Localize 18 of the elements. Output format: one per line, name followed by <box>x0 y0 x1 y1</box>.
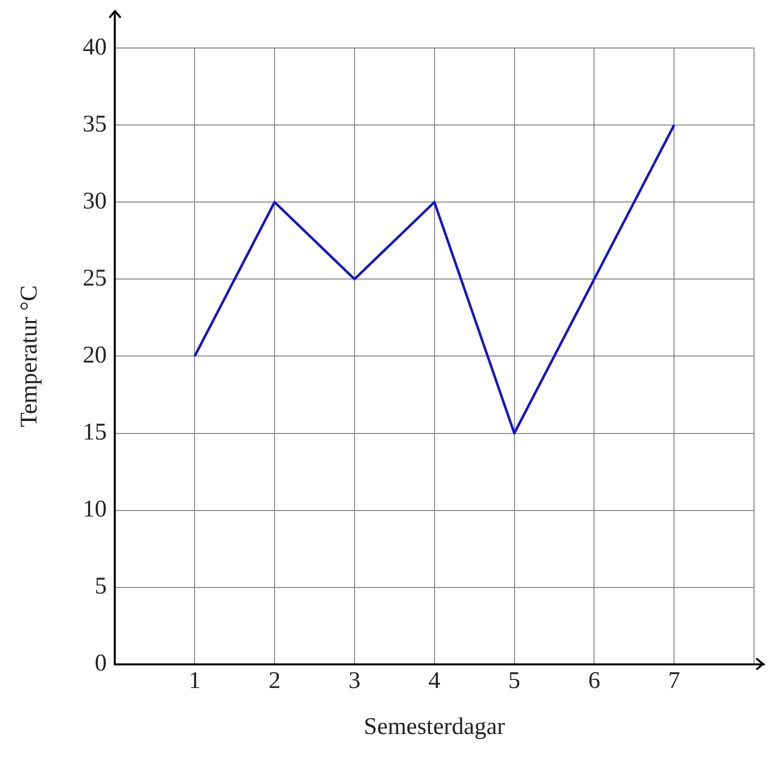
y-tick-label: 40 <box>82 34 107 60</box>
x-tick-label: 4 <box>428 668 440 694</box>
y-tick-label: 25 <box>82 265 107 292</box>
y-tick-label: 0 <box>94 650 107 677</box>
y-tick-label: 35 <box>82 111 107 138</box>
x-axis-title: Semesterdagar <box>364 714 506 740</box>
x-tick-label: 1 <box>188 668 201 694</box>
y-axis-title: Temperatur °C <box>16 285 43 428</box>
y-tick-label: 30 <box>82 188 107 214</box>
y-tick-label: 10 <box>82 496 107 523</box>
x-tick-label: 6 <box>588 668 600 694</box>
y-tick-label: 5 <box>94 574 107 600</box>
y-tick-label: 15 <box>82 420 107 446</box>
x-tick-label: 2 <box>268 668 281 694</box>
y-tick-label: 20 <box>82 342 107 368</box>
x-tick-label: 3 <box>348 668 360 694</box>
x-tick-label: 5 <box>508 668 520 694</box>
x-tick-label: 7 <box>668 668 680 694</box>
